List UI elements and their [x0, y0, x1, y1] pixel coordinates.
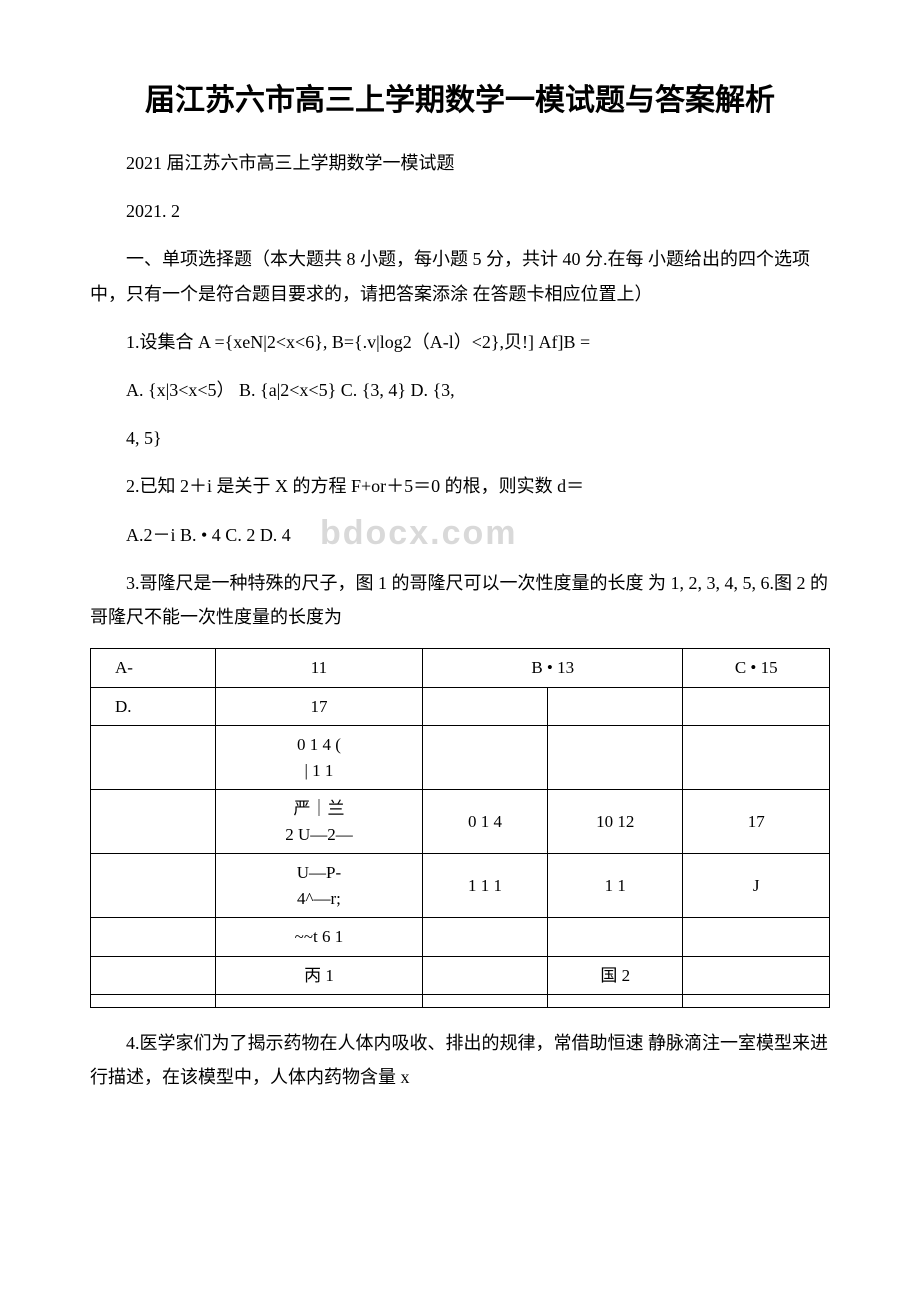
subtitle-line-1: 2021 届江苏六市高三上学期数学一模试题	[90, 146, 830, 180]
question-2: 2.已知 2＋i 是关于 X 的方程 F+or＋5＝0 的根，则实数 d＝	[90, 469, 830, 503]
table-cell: ~~t 6 1	[215, 918, 422, 957]
table-cell	[423, 995, 548, 1008]
table-cell	[548, 726, 683, 790]
table-cell	[548, 995, 683, 1008]
table-cell: B • 13	[423, 649, 683, 688]
subtitle-line-2: 2021. 2	[90, 194, 830, 228]
table-cell: C • 15	[683, 649, 830, 688]
table-cell	[548, 918, 683, 957]
table-row: ~~t 6 1	[91, 918, 830, 957]
table-row: 严｜兰 2 U—2— 0 1 4 10 12 17	[91, 790, 830, 854]
question-1: 1.设集合 A ={xeN|2<x<6}, B={.v|log2（A-l）<2}…	[90, 325, 830, 359]
table-cell: 丙 1	[215, 956, 422, 995]
question-3: 3.哥隆尺是一种特殊的尺子，图 1 的哥隆尺可以一次性度量的长度 为 1, 2,…	[90, 566, 830, 634]
table-cell: 0 1 4	[423, 790, 548, 854]
table-cell	[683, 918, 830, 957]
table-row: 丙 1 国 2	[91, 956, 830, 995]
table-cell	[683, 995, 830, 1008]
question-1-options-b: 4, 5}	[90, 421, 830, 455]
table-cell	[91, 956, 216, 995]
table-cell	[683, 726, 830, 790]
table-cell	[215, 995, 422, 1008]
table-cell	[91, 790, 216, 854]
question-1-options-a: A. {x|3<x<5） B. {a|2<x<5} C. {3, 4} D. {…	[90, 373, 830, 407]
table-cell: 17	[683, 790, 830, 854]
table-cell	[91, 726, 216, 790]
table-cell	[91, 918, 216, 957]
table-row: U—P- 4^—r; 1 1 1 1 1 J	[91, 854, 830, 918]
table-cell	[548, 687, 683, 726]
question-3-table: A- 11 B • 13 C • 15 D. 17 0 1 4 ( | 1 1 …	[90, 648, 830, 1008]
table-row: A- 11 B • 13 C • 15	[91, 649, 830, 688]
table-cell	[423, 687, 548, 726]
section-1-heading: 一、单项选择题（本大题共 8 小题，每小题 5 分，共计 40 分.在每 小题给…	[90, 242, 830, 310]
table-cell: 国 2	[548, 956, 683, 995]
table-cell: 10 12	[548, 790, 683, 854]
table-cell	[683, 687, 830, 726]
question-4: 4.医学家们为了揭示药物在人体内吸收、排出的规律，常借助恒速 静脉滴注一室模型来…	[90, 1026, 830, 1094]
table-cell	[91, 995, 216, 1008]
table-row	[91, 995, 830, 1008]
table-cell: 1 1	[548, 854, 683, 918]
table-cell	[91, 854, 216, 918]
table-cell	[423, 726, 548, 790]
table-cell	[423, 918, 548, 957]
table-row: D. 17	[91, 687, 830, 726]
table-cell: A-	[91, 649, 216, 688]
table-cell: D.	[91, 687, 216, 726]
table-cell	[683, 956, 830, 995]
table-cell: 严｜兰 2 U—2—	[215, 790, 422, 854]
page-title: 届江苏六市高三上学期数学一模试题与答案解析	[90, 80, 830, 122]
table-cell	[423, 956, 548, 995]
question-2-options: A.2－i B. • 4 C. 2 D. 4	[90, 518, 830, 552]
table-cell: 11	[215, 649, 422, 688]
table-cell: J	[683, 854, 830, 918]
table-cell: 1 1 1	[423, 854, 548, 918]
table-row: 0 1 4 ( | 1 1	[91, 726, 830, 790]
table-cell: 17	[215, 687, 422, 726]
table-cell: U—P- 4^—r;	[215, 854, 422, 918]
table-cell: 0 1 4 ( | 1 1	[215, 726, 422, 790]
